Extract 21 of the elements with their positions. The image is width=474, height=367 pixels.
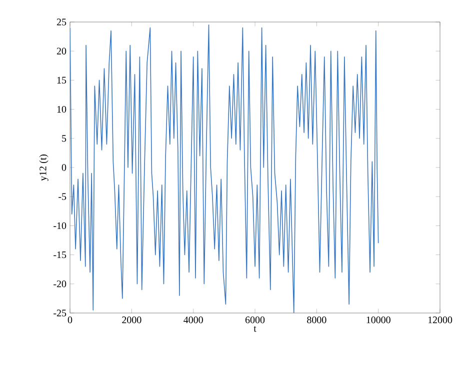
x-axis-title: t [254, 326, 256, 332]
y-tick-label: 10 [57, 106, 66, 113]
y-tick-label: 0 [62, 164, 66, 171]
x-tick-label: 12000 [428, 316, 452, 324]
x-tick-label: 6000 [245, 316, 265, 324]
y-axis-title: y12 (t) [39, 154, 48, 181]
y-tick-label: -5 [58, 193, 66, 200]
y-tick-label: 25 [56, 18, 66, 26]
x-tick-label: 0 [68, 316, 72, 324]
y-tick-label: -15 [54, 251, 66, 258]
y-tick-label: -10 [54, 222, 66, 230]
y-tick-label: 20 [56, 48, 66, 54]
line-series [70, 24, 379, 313]
x-tick-label: 8000 [307, 316, 326, 324]
y-tick-label: -25 [54, 310, 66, 316]
x-tick-label: 4000 [184, 316, 203, 324]
y-tick-label: 15 [57, 76, 66, 84]
x-tick-label: 10000 [366, 316, 390, 324]
y-tick-label: 5 [62, 135, 66, 142]
x-tick-label: 2000 [122, 316, 142, 324]
y-tick-label: -20 [54, 280, 66, 288]
